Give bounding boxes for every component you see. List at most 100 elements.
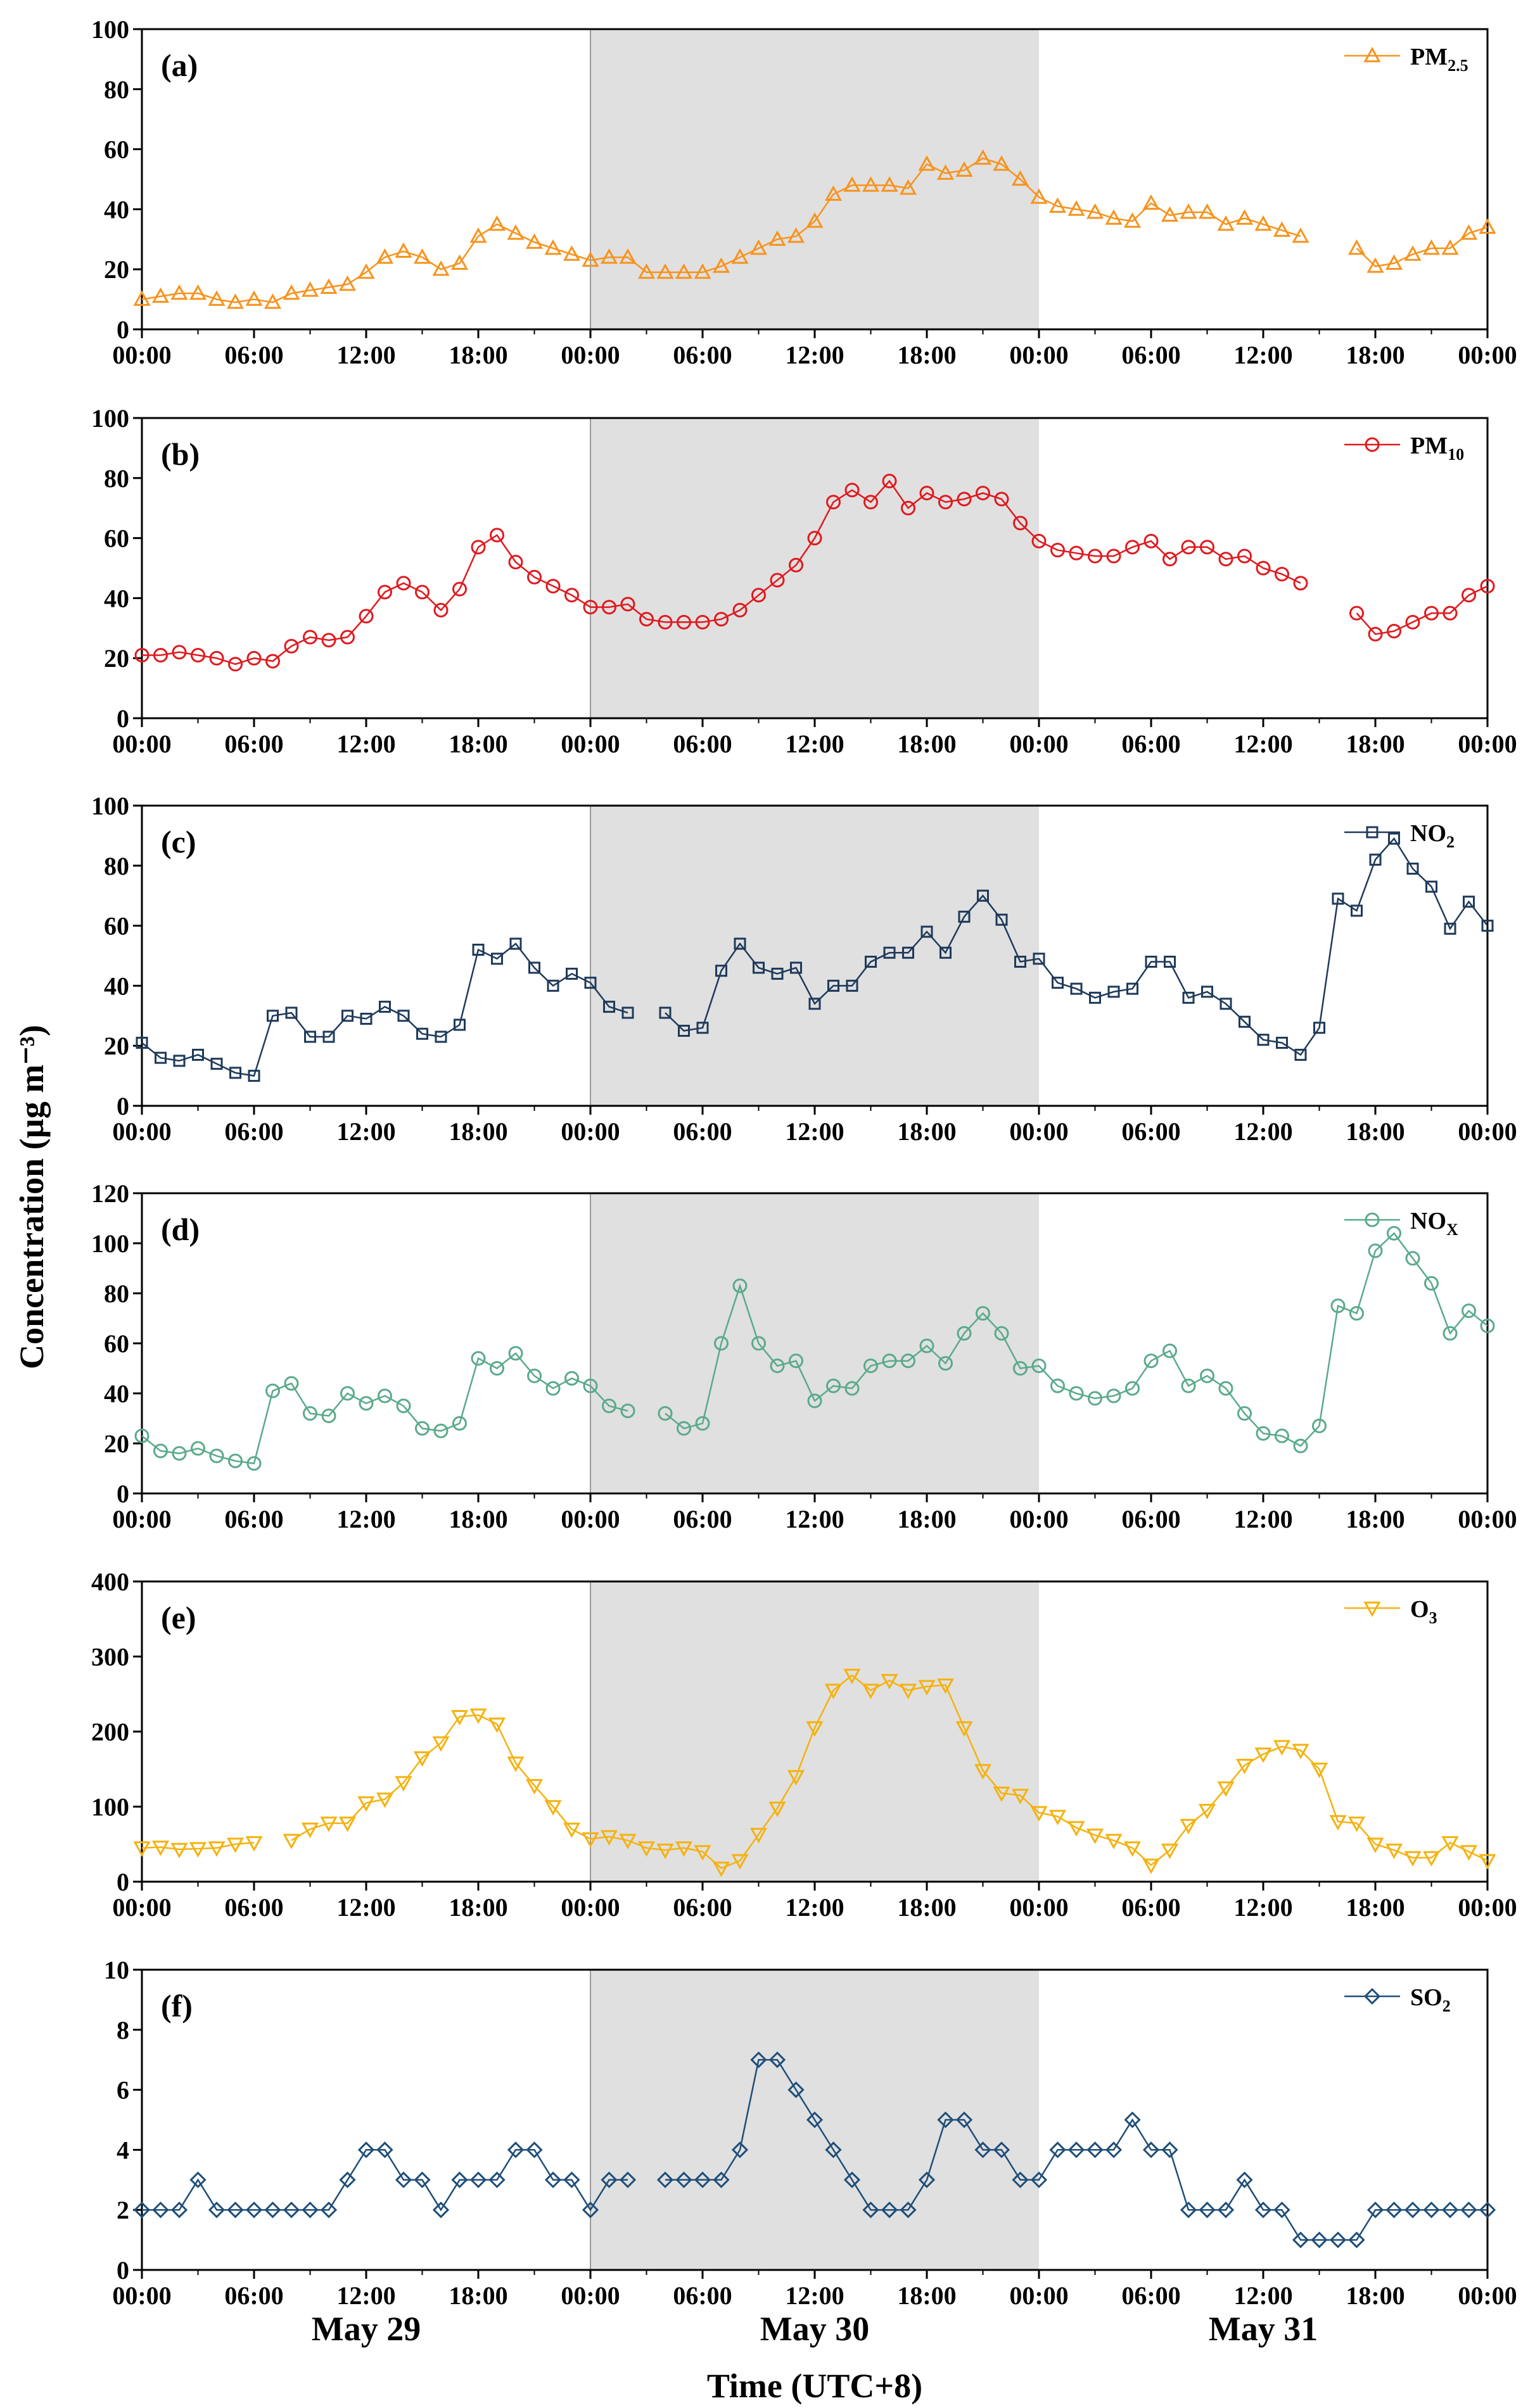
data-point: [283, 1834, 300, 1849]
data-point: [768, 2051, 786, 2069]
y-tick-label: 0: [117, 1868, 129, 1896]
data-point: [1105, 209, 1123, 225]
x-tick-label: 00:00: [1458, 1117, 1517, 1146]
y-tick-label: 8: [117, 2016, 129, 2044]
data-point: [1313, 1022, 1325, 1034]
data-point: [1329, 1815, 1347, 1831]
y-tick-label: 100: [91, 15, 129, 44]
data-point: [321, 633, 336, 648]
data-point: [675, 2171, 692, 2188]
data-point: [675, 1841, 693, 1857]
data-point: [1124, 2111, 1141, 2129]
data-point: [862, 176, 880, 192]
x-tick-label: 18:00: [1346, 341, 1404, 369]
data-point: [1404, 1851, 1422, 1867]
data-point: [824, 1683, 843, 1699]
data-point: [844, 483, 860, 498]
data-point: [771, 967, 784, 980]
x-tick-label: 12:00: [785, 1117, 844, 1146]
data-point: [1069, 545, 1084, 561]
y-tick-label: 20: [104, 255, 129, 284]
data-point: [376, 248, 394, 264]
x-tick-label: 00:00: [1009, 341, 1068, 369]
data-point: [1387, 1226, 1401, 1241]
data-point: [1052, 977, 1064, 989]
legend-marker: [1365, 437, 1380, 452]
x-tick-label: 00:00: [561, 1505, 620, 1533]
data-point: [621, 1006, 634, 1019]
data-point: [696, 1022, 709, 1034]
data-point: [787, 227, 805, 243]
data-point: [976, 486, 990, 500]
data-point: [1013, 1361, 1028, 1376]
data-point: [416, 1027, 428, 1040]
data-point: [1273, 2202, 1290, 2219]
data-point: [507, 1756, 525, 1772]
data-point: [844, 1381, 860, 1396]
data-point: [824, 185, 843, 201]
data-point: [600, 248, 618, 264]
data-point: [1123, 1841, 1142, 1857]
data-point: [155, 1051, 167, 1064]
data-point: [1385, 254, 1403, 270]
data-point: [584, 977, 597, 989]
data-point: [1479, 1854, 1496, 1870]
data-points: [133, 149, 1496, 309]
y-tick-label: 120: [91, 1179, 129, 1208]
data-point: [882, 474, 897, 489]
data-point: [1385, 1843, 1403, 1860]
data-point: [488, 215, 506, 231]
x-tick-label: 18:00: [897, 341, 956, 369]
legend-marker: [1366, 826, 1379, 839]
data-point: [827, 979, 839, 992]
data-point: [1069, 1386, 1084, 1401]
data-point: [1011, 1789, 1029, 1804]
data-point: [1125, 540, 1140, 555]
data-point: [918, 1680, 936, 1695]
data-point: [1089, 991, 1101, 1004]
data-point: [1086, 1828, 1104, 1844]
data-point: [435, 1030, 447, 1043]
data-point: [527, 1368, 542, 1383]
data-point: [1273, 1740, 1291, 1756]
panel-e: 0 100 200 300 400 00:00 06:00 12:00 18:00 00:00 06…: [91, 1568, 1517, 1922]
y-tick-label: 20: [104, 1032, 129, 1060]
data-point: [863, 1359, 878, 1374]
data-point: [862, 1683, 880, 1699]
data-point: [192, 1048, 204, 1061]
data-point: [843, 176, 861, 192]
data-point: [751, 588, 766, 603]
data-point: [619, 248, 637, 264]
data-point: [1405, 1251, 1420, 1266]
data-point: [396, 1398, 411, 1414]
data-point: [320, 2202, 338, 2219]
data-point: [566, 967, 578, 980]
panel-label: (b): [161, 436, 200, 472]
data-point: [189, 1842, 207, 1858]
data-point: [789, 1353, 803, 1369]
data-point: [977, 889, 989, 902]
data-point: [340, 1386, 355, 1401]
data-point: [995, 913, 1008, 926]
data-point: [1049, 2141, 1066, 2158]
data-point: [936, 164, 955, 180]
data-point: [1330, 1298, 1346, 1314]
data-point: [208, 1841, 226, 1857]
data-point: [1180, 2202, 1197, 2219]
data-point: [191, 1441, 205, 1456]
data-point: [1405, 614, 1420, 630]
data-points: [133, 1668, 1496, 1877]
legend: O3: [1344, 1596, 1437, 1627]
data-point: [1369, 853, 1382, 866]
data-point: [1347, 239, 1366, 255]
x-tick-label: 00:00: [112, 1893, 171, 1922]
data-point: [228, 657, 243, 672]
x-tick-label: 18:00: [449, 1893, 507, 1922]
data-point: [601, 2171, 618, 2188]
data-point: [659, 1006, 672, 1019]
data-point: [341, 1010, 353, 1022]
data-point: [525, 233, 544, 249]
data-point: [1107, 985, 1120, 998]
data-point: [563, 1822, 581, 1839]
